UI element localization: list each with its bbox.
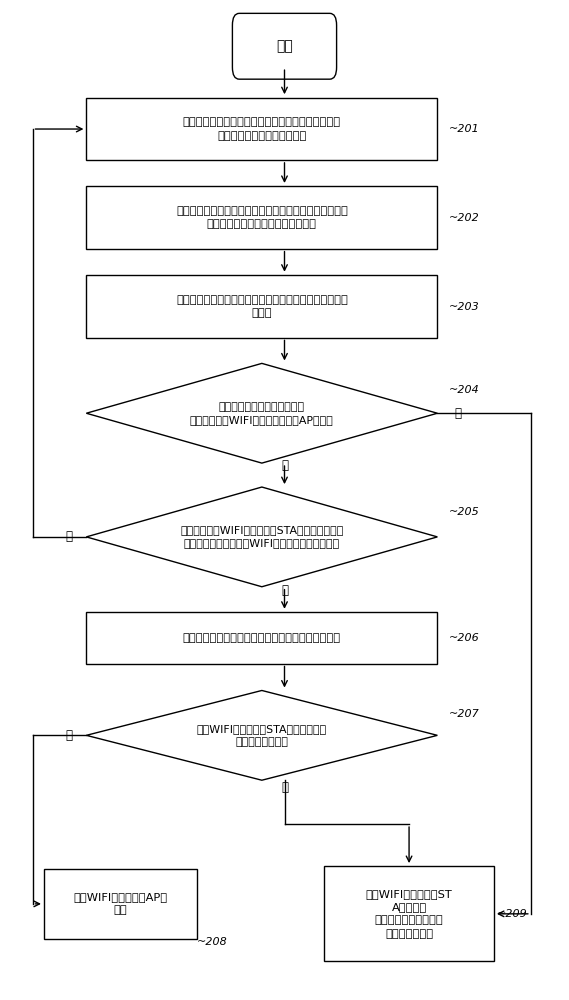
Text: ~209: ~209 — [497, 909, 527, 919]
Text: ~202: ~202 — [449, 213, 480, 223]
Text: 是: 是 — [281, 584, 288, 597]
Text: 根据存储上传数据的每个队列
的长度，控制WIFI模块是否保持在AP模式中: 根据存储上传数据的每个队列 的长度，控制WIFI模块是否保持在AP模式中 — [190, 402, 334, 425]
Text: 根据上传数据的优先级，将上传数据以队列的形式进行分
类存储: 根据上传数据的优先级，将上传数据以队列的形式进行分 类存储 — [176, 295, 348, 318]
Text: 控制WIFI模块切换到ST
A模式中，
将上传数据传输到对应
的网络服务器中: 控制WIFI模块切换到ST A模式中， 将上传数据传输到对应 的网络服务器中 — [366, 889, 452, 939]
Text: ~203: ~203 — [449, 302, 480, 312]
Text: ~201: ~201 — [449, 124, 480, 134]
Text: 采用无线网络将上传数据传输到对应的网络服务器中: 采用无线网络将上传数据传输到对应的网络服务器中 — [183, 633, 341, 643]
Bar — [86, 612, 438, 664]
Text: 是: 是 — [281, 459, 288, 472]
Text: 否: 否 — [65, 530, 72, 543]
Text: 接收可穿戴设备发送的数据上传请求，数据上传请求
中携带可穿戴设备的标识信息: 接收可穿戴设备发送的数据上传请求，数据上传请求 中携带可穿戴设备的标识信息 — [183, 117, 341, 141]
Polygon shape — [86, 363, 438, 463]
Text: ~205: ~205 — [449, 507, 480, 517]
Bar — [324, 866, 494, 961]
Text: 判断WIFI模块切换到STA模式中的时间
是否小于预设时间: 判断WIFI模块切换到STA模式中的时间 是否小于预设时间 — [197, 724, 327, 747]
Bar — [86, 275, 438, 338]
Text: 否: 否 — [455, 407, 461, 420]
Text: ~208: ~208 — [197, 937, 228, 947]
Polygon shape — [86, 487, 438, 587]
Bar — [44, 869, 197, 939]
Bar — [86, 98, 438, 160]
Text: 否: 否 — [281, 781, 288, 794]
Text: 开始: 开始 — [276, 39, 293, 53]
Text: ~207: ~207 — [449, 709, 480, 719]
Text: ~206: ~206 — [449, 633, 480, 643]
Polygon shape — [86, 690, 438, 780]
Text: 周期性地控制WIFI模块切换到STA模式中，检测周
围是否覆盖与预存储的WIFI账号相对应的无线网络: 周期性地控制WIFI模块切换到STA模式中，检测周 围是否覆盖与预存储的WIFI… — [180, 525, 344, 548]
Text: 是: 是 — [65, 729, 72, 742]
Text: 控制WIFI模块切换到AP模
式中: 控制WIFI模块切换到AP模 式中 — [73, 892, 167, 915]
Text: 根据标识信息，查询预存储的标识信息与上传数据优先级
的对应关系，获取上传数据的优先级: 根据标识信息，查询预存储的标识信息与上传数据优先级 的对应关系，获取上传数据的优… — [176, 206, 348, 229]
Text: ~204: ~204 — [449, 385, 480, 395]
FancyBboxPatch shape — [232, 13, 337, 79]
Bar — [86, 186, 438, 249]
